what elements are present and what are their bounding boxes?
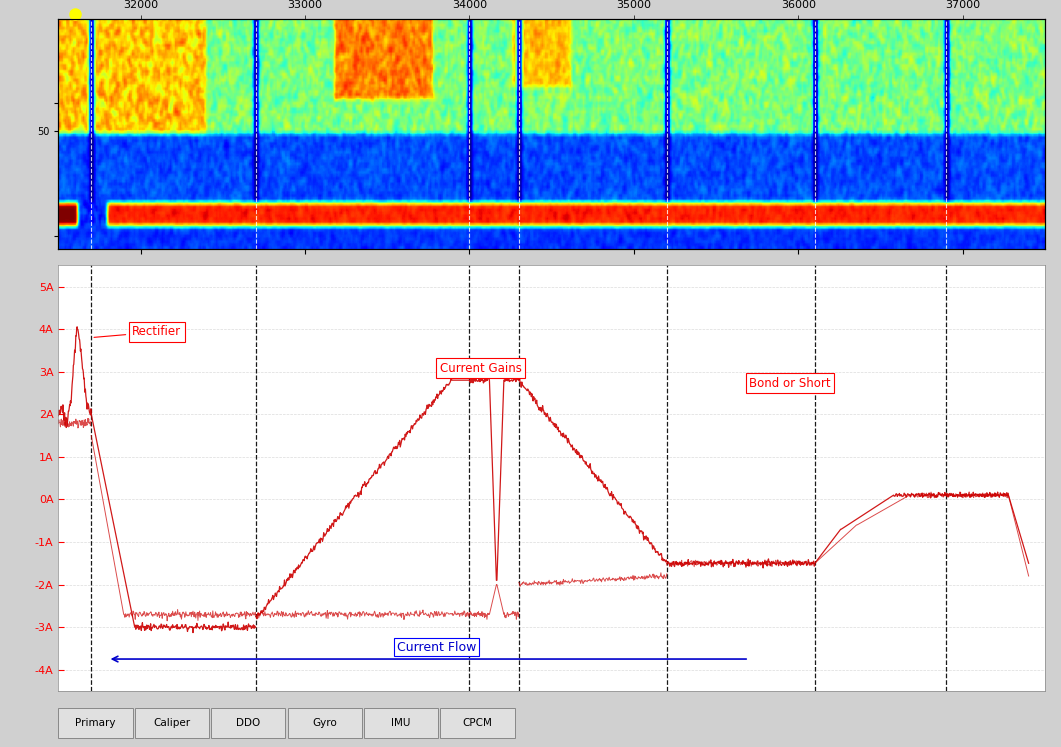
Text: IMU: IMU — [392, 718, 411, 728]
Text: DDO: DDO — [237, 718, 260, 728]
Text: Caliper: Caliper — [154, 718, 190, 728]
Text: Gyro: Gyro — [312, 718, 337, 728]
Text: Rectifier: Rectifier — [94, 326, 181, 338]
Text: Current Flow: Current Flow — [397, 641, 476, 654]
Text: Bond or Short: Bond or Short — [749, 376, 831, 389]
Text: Current Gains: Current Gains — [440, 362, 522, 375]
Text: Primary: Primary — [75, 718, 116, 728]
Text: CPCM: CPCM — [463, 718, 492, 728]
